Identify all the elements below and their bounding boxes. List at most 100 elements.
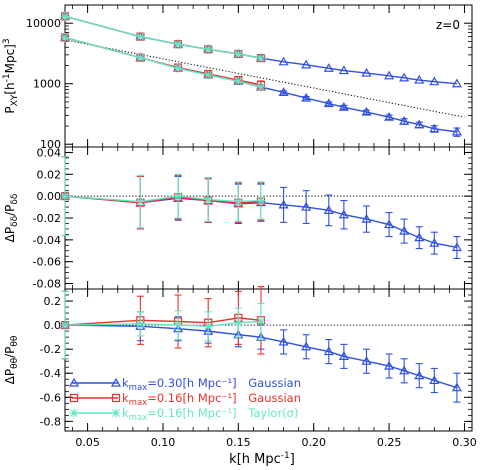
data-point bbox=[323, 63, 334, 72]
data-point bbox=[60, 33, 70, 43]
data-point bbox=[301, 59, 312, 69]
legend-k: k bbox=[122, 406, 129, 420]
data-point bbox=[173, 63, 183, 73]
ylabel-sub: θθ bbox=[10, 335, 20, 347]
panel-top: 100 1000 10000 PXY[h-1Mpc]3 z=0 bbox=[2, 4, 473, 151]
series-red bbox=[60, 156, 266, 237]
data-point bbox=[256, 316, 266, 326]
series-line bbox=[64, 195, 261, 203]
legend-value: =0.16[h Mpc⁻¹] bbox=[147, 391, 240, 405]
y-tick-label: 0.00 bbox=[37, 190, 62, 203]
legend-max: max bbox=[129, 413, 148, 423]
y-tick-label: -0.04 bbox=[33, 234, 61, 247]
data-point bbox=[278, 87, 289, 96]
y-tick-label: 100 bbox=[40, 138, 61, 151]
data-point bbox=[60, 11, 70, 21]
xlabel-sup: -1 bbox=[281, 451, 290, 461]
series-cyan bbox=[60, 33, 266, 92]
series-line bbox=[64, 15, 457, 85]
data-point bbox=[256, 82, 266, 92]
y-tick-label: -0.06 bbox=[33, 256, 61, 269]
data-point bbox=[203, 194, 213, 204]
ylabel-cube: 3 bbox=[2, 38, 12, 44]
data-point bbox=[323, 205, 334, 214]
legend-model: Gaussian bbox=[248, 391, 301, 405]
data-point bbox=[233, 197, 243, 207]
data-point bbox=[361, 213, 372, 223]
y-tick-label: 0.04 bbox=[37, 146, 62, 159]
reference-line bbox=[64, 39, 465, 118]
legend-marker bbox=[110, 377, 122, 387]
data-point bbox=[399, 116, 410, 125]
x-tick-label: 0.10 bbox=[151, 436, 176, 449]
y-tick-label: -0.6 bbox=[40, 391, 61, 404]
legend-max: max bbox=[129, 383, 148, 393]
y-tick-label: -0.2 bbox=[40, 343, 61, 356]
data-point bbox=[323, 98, 334, 108]
data-point bbox=[323, 346, 334, 356]
data-point bbox=[173, 39, 183, 49]
legend-marker bbox=[69, 393, 79, 403]
legend-marker bbox=[68, 377, 80, 387]
redshift-annotation: z=0 bbox=[436, 18, 460, 32]
y-tick-label: 0.2 bbox=[44, 295, 62, 308]
data-point bbox=[135, 32, 145, 42]
data-point bbox=[361, 67, 372, 77]
data-point bbox=[233, 76, 243, 86]
x-tick-label: 0.15 bbox=[226, 436, 251, 449]
legend-label: kmax=0.30[h Mpc⁻¹] Gaussian bbox=[122, 376, 301, 393]
legend-model: Gaussian bbox=[248, 376, 301, 390]
data-point bbox=[301, 341, 312, 351]
ylabel-sub: δδ bbox=[10, 215, 20, 227]
data-point bbox=[135, 53, 145, 63]
data-point bbox=[278, 336, 289, 346]
x-tick-label: 0.20 bbox=[301, 436, 326, 449]
data-point bbox=[414, 232, 425, 242]
data-point bbox=[414, 119, 425, 129]
legend-marker bbox=[69, 408, 79, 418]
data-point bbox=[233, 49, 243, 59]
data-point bbox=[429, 375, 440, 385]
ylabel-sup: -1 bbox=[2, 73, 12, 82]
ylabel-dp: ΔP bbox=[3, 369, 17, 384]
y-tick-label: 0.0 bbox=[44, 319, 62, 332]
series-cyan_upper bbox=[60, 11, 266, 63]
data-point bbox=[173, 320, 183, 330]
data-point bbox=[399, 365, 410, 375]
y-axis-title: ΔPδδ/Pδδ bbox=[3, 193, 20, 242]
legend-label: kmax=0.16[h Mpc⁻¹] Taylor(σ) bbox=[122, 406, 298, 423]
series-cyan bbox=[60, 290, 266, 360]
panels: 100 1000 10000 PXY[h-1Mpc]3 z=0 -0.08 -0.06 -0.… bbox=[2, 4, 477, 449]
ylabel-sub: δδ bbox=[10, 193, 20, 205]
data-point bbox=[451, 78, 462, 88]
legend-model: Taylor(σ) bbox=[247, 406, 298, 420]
data-point bbox=[203, 321, 213, 331]
data-point bbox=[384, 70, 395, 80]
data-point bbox=[135, 197, 145, 207]
data-point bbox=[414, 74, 425, 84]
legend-k: k bbox=[122, 391, 129, 405]
x-tick-label: 0.30 bbox=[452, 436, 477, 449]
ylabel-slash: /P bbox=[3, 347, 17, 358]
data-point bbox=[361, 355, 372, 365]
legend-value: =0.30[h Mpc⁻¹] bbox=[147, 376, 240, 390]
ylabel-unit2: Mpc] bbox=[3, 44, 17, 73]
y-tick-label: -0.4 bbox=[40, 367, 61, 380]
data-point bbox=[301, 201, 312, 211]
data-point bbox=[135, 319, 145, 329]
y-tick-label: -0.02 bbox=[33, 212, 61, 225]
data-point bbox=[256, 53, 266, 63]
legend-label: kmax=0.16[h Mpc⁻¹] Gaussian bbox=[122, 391, 301, 408]
y-axis-title: ΔPθθ/Pθθ bbox=[3, 335, 20, 384]
legend-max: max bbox=[129, 398, 148, 408]
y-tick-label: 1000 bbox=[33, 78, 61, 91]
data-point bbox=[203, 70, 213, 80]
data-point bbox=[338, 65, 349, 75]
ylabel-slash: /P bbox=[3, 205, 17, 216]
data-point bbox=[338, 351, 349, 360]
svg-text:k[h Mpc-1]: k[h Mpc-1] bbox=[229, 451, 295, 467]
data-point bbox=[399, 225, 410, 235]
data-point bbox=[384, 111, 395, 121]
